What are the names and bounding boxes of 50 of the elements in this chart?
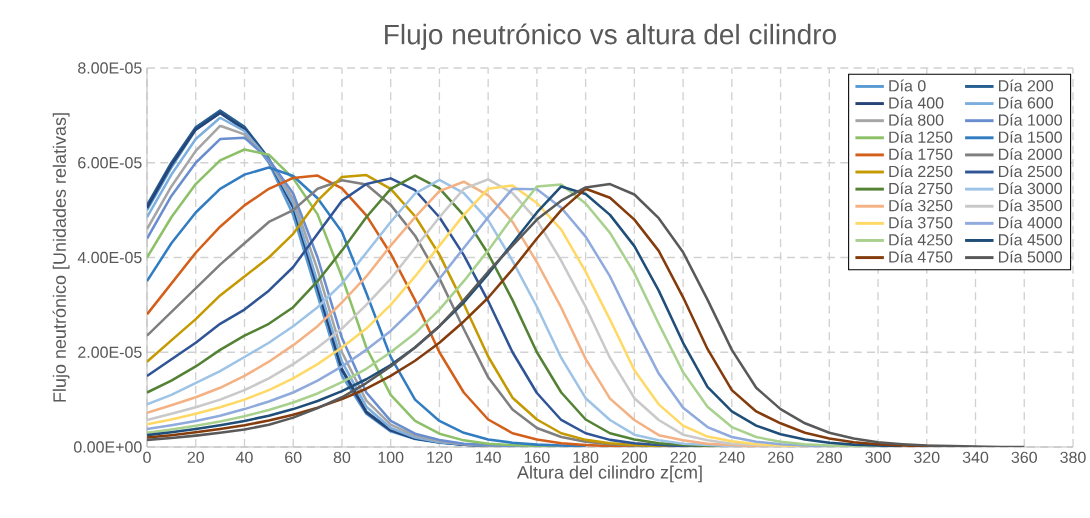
x-tick-label: 0 — [143, 451, 151, 464]
legend-label: Día 4750 — [889, 250, 953, 263]
x-tick-label: 180 — [573, 451, 599, 464]
legend-label: Día 3000 — [998, 182, 1062, 195]
x-tick-label: 300 — [865, 451, 891, 464]
x-tick-label: 160 — [524, 451, 550, 464]
x-tick-label: 360 — [1011, 451, 1037, 464]
legend-label: Día 2000 — [998, 148, 1062, 160]
x-tick-label: 120 — [427, 451, 453, 464]
x-tick-label: 340 — [962, 451, 989, 464]
legend-label: Día 3750 — [889, 216, 953, 229]
legend-label: Día 2750 — [889, 182, 953, 195]
x-tick-label: 100 — [378, 451, 404, 464]
y-tick-label: 0.00E+00 — [73, 441, 142, 453]
legend-label: Día 200 — [998, 79, 1054, 92]
legend-label: Día 0 — [889, 79, 926, 92]
legend-label: Día 5000 — [998, 250, 1062, 263]
y-tick-label: 2.00E-05 — [78, 346, 142, 358]
x-tick-label: 140 — [476, 451, 501, 464]
x-tick-label: 80 — [333, 451, 351, 464]
x-tick-label: 220 — [670, 451, 696, 464]
x-tick-label: 40 — [235, 451, 253, 464]
legend-label: Día 3500 — [998, 199, 1062, 212]
x-tick-label: 200 — [621, 451, 648, 464]
legend-label: Día 3250 — [889, 199, 953, 212]
legend-label: Día 2500 — [998, 165, 1062, 178]
x-tick-label: 280 — [816, 451, 843, 464]
chart-title: Flujo neutrónico vs altura del cilindro — [385, 23, 836, 50]
legend-label: Día 4250 — [889, 233, 953, 246]
x-tick-label: 60 — [285, 451, 302, 464]
x-tick-label: 320 — [914, 451, 940, 464]
y-tick-label: 4.00E-05 — [77, 251, 142, 264]
legend-label: Día 600 — [998, 96, 1054, 109]
legend-label: Día 1750 — [889, 148, 953, 160]
legend-label: Día 400 — [889, 96, 944, 109]
x-axis-title: Altura del cilindro z[cm] — [517, 465, 702, 483]
legend-label: Día 4500 — [998, 233, 1062, 246]
legend-label: Día 1000 — [998, 113, 1062, 126]
legend-label: Día 4000 — [998, 216, 1062, 229]
x-tick-label: 260 — [768, 451, 794, 464]
y-tick-label: 6.00E-05 — [78, 157, 142, 169]
x-tick-label: 380 — [1060, 451, 1086, 464]
y-tick-label: 8.00E-05 — [78, 62, 142, 74]
y-axis-title: Flujo neutrónico [Unidades relativas] — [52, 113, 70, 402]
legend-label: Día 800 — [889, 113, 944, 126]
legend-label: Día 2250 — [889, 165, 953, 178]
x-tick-label: 240 — [719, 451, 745, 464]
x-tick-label: 20 — [187, 451, 205, 464]
legend-label: Día 1250 — [889, 130, 953, 143]
legend-label: Día 1500 — [998, 130, 1062, 143]
